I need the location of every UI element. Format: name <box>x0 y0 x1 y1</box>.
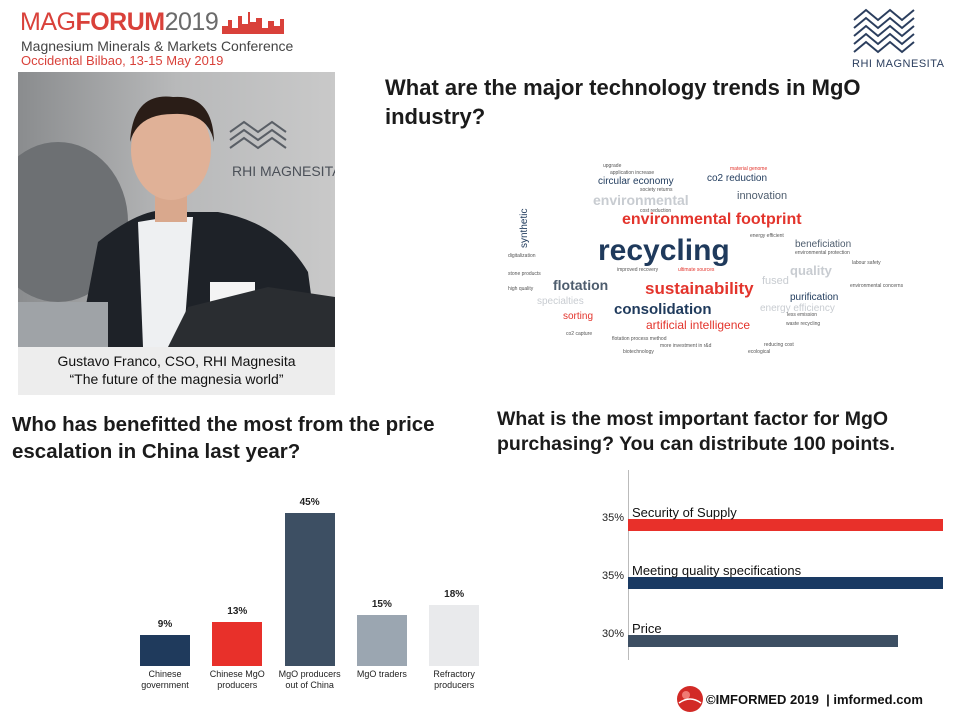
category-label: Chinese MgO producers <box>209 669 265 690</box>
cloud-word: ultimate sources <box>678 267 715 273</box>
cloud-word: artificial intelligence <box>646 318 751 332</box>
logo-part: FORUM <box>75 8 165 36</box>
company-icon <box>853 8 915 54</box>
speaker-photo: RHI MAGNESITA <box>18 72 335 347</box>
value-label: 30% <box>601 628 624 640</box>
category-label: MgO traders <box>356 669 407 679</box>
cloud-word: circular economy <box>598 176 674 187</box>
category-label: Meeting quality specifications <box>632 563 802 578</box>
cloud-word: co2 reduction <box>707 173 768 184</box>
cloud-word: high quality <box>508 286 534 292</box>
cloud-word: innovation <box>737 190 788 202</box>
cloud-word: consolidation <box>614 301 712 318</box>
cloud-word: application increase <box>610 170 655 176</box>
category-label: Chinese government <box>141 669 189 690</box>
value-label: 45% <box>299 497 320 508</box>
caption-line: “The future of the magnesia world” <box>69 371 284 387</box>
cloud-word: flotation <box>553 277 609 293</box>
cloud-word: sustainability <box>645 279 754 298</box>
cloud-word: sorting <box>563 311 594 322</box>
value-label: 13% <box>227 605 248 617</box>
cloud-word: ecological <box>748 349 771 355</box>
category-label: Price <box>632 621 662 636</box>
bar <box>356 615 407 666</box>
event-subtitle: Magnesium Minerals & Markets Conference <box>21 38 294 54</box>
wall-text: RHI MAGNESITA <box>232 163 335 179</box>
company-name: RHI MAGNESITA <box>852 58 945 70</box>
bar <box>284 513 335 666</box>
cloud-word: environmental footprint <box>622 211 802 228</box>
cloud-word: co2 capture <box>566 331 593 337</box>
cloud-word: specialties <box>537 296 584 307</box>
cloud-word: fused <box>762 275 789 287</box>
cloud-word: upgrade <box>603 163 622 169</box>
cloud-word: energy efficiency <box>760 303 835 314</box>
value-label: 9% <box>157 619 173 631</box>
cloud-word: beneficiation <box>795 239 852 250</box>
caption-line: Gustavo Franco, CSO, RHI Magnesita <box>57 353 296 369</box>
value-label: 15% <box>371 599 392 610</box>
value-label: 35% <box>601 512 624 524</box>
category-label: Refractory producers <box>433 669 475 690</box>
cloud-word: cost reduction <box>640 208 672 214</box>
cloud-word: more investment in r&d <box>660 343 712 349</box>
cloud-word: flotation process method <box>612 336 667 342</box>
bar <box>628 577 943 589</box>
bar-chart: What is the most important factor for Mg… <box>480 0 960 720</box>
cloud-word: biotechnology <box>623 349 654 355</box>
cloud-word: energy efficient <box>750 233 784 239</box>
footer-icon <box>677 686 703 712</box>
bar <box>212 621 263 666</box>
cloud-word: environmental <box>593 192 689 208</box>
bar-chart: Who has benefitted the most from the pri… <box>12 413 480 690</box>
cloud-word: environmental protection <box>795 250 850 256</box>
value-label: 18% <box>444 588 465 600</box>
cloud-word: stone products <box>508 271 541 277</box>
chart-title: What is the most important factor for Mg… <box>497 408 896 456</box>
category-label: Security of Supply <box>632 505 737 520</box>
value-label: 35% <box>601 570 624 582</box>
cloud-word: material genome <box>730 166 768 172</box>
question: What are the major technology trends in … <box>385 75 861 129</box>
cloud-word: purification <box>790 292 839 303</box>
axis-line <box>628 470 629 660</box>
event-venue: Occidental Bilbao, 13-15 May 2019 <box>21 53 224 68</box>
skyline-icon <box>222 12 284 34</box>
cloud-word: less emission <box>787 312 818 318</box>
cloud-word: recycling <box>598 234 730 267</box>
cloud-word: environmental concerns <box>850 283 904 289</box>
bar <box>429 604 480 666</box>
logo-part: 2019 <box>164 8 219 36</box>
logo-part: MAG <box>20 8 76 36</box>
cloud-word: quality <box>790 263 832 278</box>
cloud-word: improved recovery <box>617 267 659 273</box>
category-label: MgO producers out of China <box>278 669 341 690</box>
bar <box>628 635 898 647</box>
cloud-word: digitalization <box>508 253 536 259</box>
cloud-word: waste recycling <box>786 321 821 327</box>
event-logo: MAGFORUM2019 <box>20 8 219 37</box>
cloud-word: reducing cost <box>764 342 794 348</box>
chart-title: Who has benefitted the most from the pri… <box>12 413 435 463</box>
bar <box>140 635 190 666</box>
photo-caption: Gustavo Franco, CSO, RHI Magnesita “The … <box>18 347 335 395</box>
cloud-word: labour safety <box>852 260 881 266</box>
footer: ©IMFORMED 2019 | imformed.com <box>706 692 923 707</box>
cloud-word: society returns <box>640 187 673 193</box>
bar <box>628 519 943 531</box>
